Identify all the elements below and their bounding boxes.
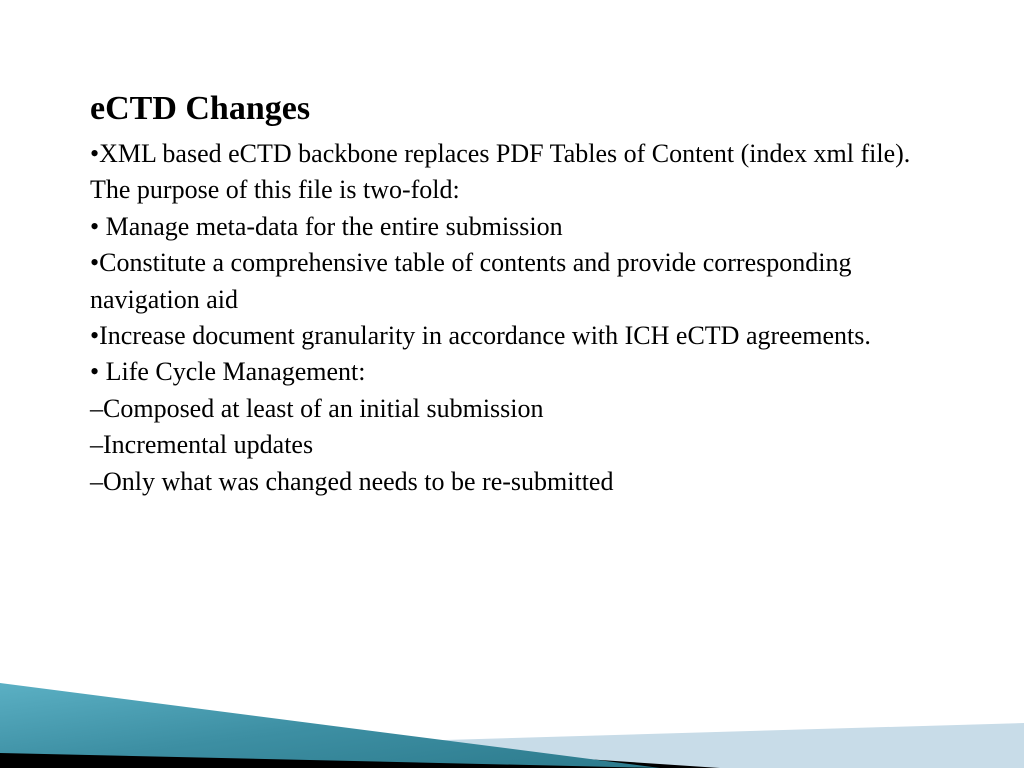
bullet-line: •Constitute a comprehensive table of con… — [90, 245, 934, 318]
bullet-line: • Manage meta-data for the entire submis… — [90, 209, 934, 245]
slide-body: •XML based eCTD backbone replaces PDF Ta… — [90, 136, 934, 500]
slide-content: eCTD Changes •XML based eCTD backbone re… — [0, 0, 1024, 500]
bullet-line: •Increase document granularity in accord… — [90, 318, 934, 354]
bullet-line: •XML based eCTD backbone replaces PDF Ta… — [90, 136, 934, 209]
slide-decoration — [0, 628, 1024, 768]
bullet-line: • Life Cycle Management: — [90, 354, 934, 390]
slide-title: eCTD Changes — [90, 90, 934, 128]
dash-line: –Composed at least of an initial submiss… — [90, 391, 934, 427]
dash-line: –Incremental updates — [90, 427, 934, 463]
dash-line: –Only what was changed needs to be re-su… — [90, 464, 934, 500]
